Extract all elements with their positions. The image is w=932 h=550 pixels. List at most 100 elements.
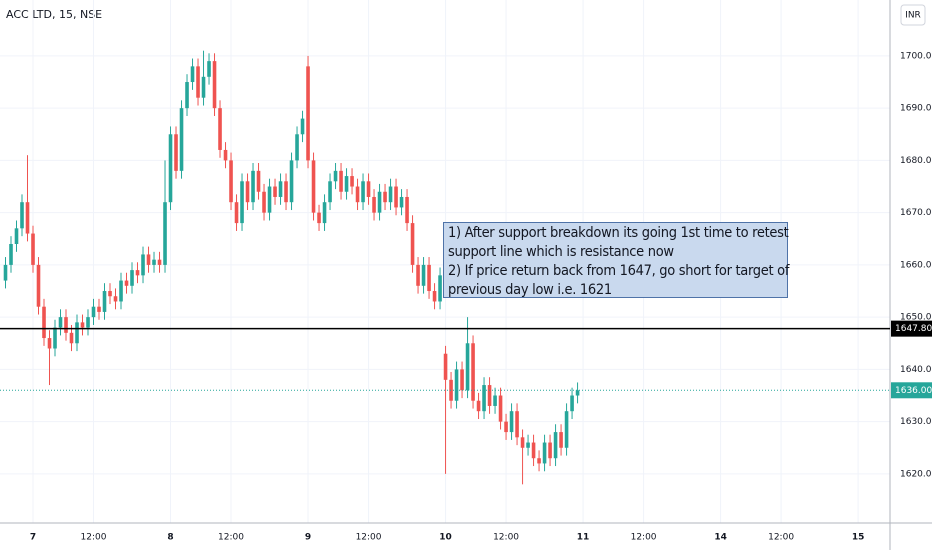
candle-body	[515, 411, 519, 438]
candle-body	[405, 196, 409, 224]
price-tag-label: 1636.00	[895, 386, 932, 396]
candle-body	[9, 243, 13, 265]
candle-body	[64, 317, 68, 333]
y-tick-label: 1640.00	[900, 365, 932, 375]
candle-body	[339, 170, 343, 192]
candle-body	[366, 181, 371, 197]
candle-body	[388, 186, 393, 203]
candle-body	[504, 421, 508, 433]
x-tick-label: 11	[577, 533, 590, 543]
x-tick-label: 10	[439, 533, 452, 543]
x-tick-label: 8	[167, 533, 173, 543]
candle-body	[157, 259, 162, 265]
annotation-box: 1) After support breakdown its going 1st…	[443, 222, 790, 298]
candle-body	[322, 202, 327, 224]
candle-body	[438, 275, 442, 302]
candle-body	[487, 385, 492, 406]
y-tick-label: 1650.00	[900, 313, 932, 323]
candle-body	[531, 442, 536, 459]
candle-body	[53, 327, 57, 349]
candle-body	[553, 432, 558, 459]
candle-body	[58, 317, 63, 328]
candle-body	[273, 186, 277, 197]
candle-body	[564, 411, 569, 448]
candle-body	[130, 270, 134, 286]
candle-body	[482, 385, 486, 412]
candle-body	[509, 411, 514, 433]
candle-body	[119, 280, 123, 302]
candle-body	[251, 170, 255, 203]
candle-body	[449, 379, 453, 401]
candle-body	[91, 306, 96, 318]
price-tag	[891, 382, 932, 399]
candle-body	[86, 317, 90, 328]
currency-label[interactable]: INR	[905, 11, 921, 21]
annotation-line: 1) After support breakdown its going 1st…	[448, 225, 789, 241]
candle-body	[97, 306, 101, 312]
candle-body	[201, 76, 206, 98]
candle-body	[537, 458, 541, 464]
candle-body	[289, 160, 294, 203]
candle-body	[31, 233, 35, 265]
candle-body	[311, 160, 316, 213]
candle-body	[284, 181, 288, 203]
annotation-line: 2) If price return back from 1647, go sh…	[448, 263, 790, 279]
candle-body	[168, 134, 173, 203]
candle-body	[108, 291, 112, 297]
candle-body	[14, 228, 19, 244]
candle-body	[372, 196, 376, 213]
currency-button[interactable]	[900, 4, 926, 26]
candle-body	[575, 390, 580, 396]
x-tick-label: 15	[852, 533, 865, 543]
price-tag	[891, 320, 932, 337]
candle-body	[493, 395, 497, 406]
x-tick-label: 9	[305, 533, 311, 543]
candle-body	[454, 369, 459, 401]
candle-body	[498, 395, 503, 422]
candle-body	[47, 338, 52, 349]
candle-body	[245, 181, 250, 203]
candle-body	[152, 259, 156, 265]
candle-body	[146, 254, 151, 265]
candle-body	[361, 181, 365, 203]
candle-body	[317, 212, 321, 224]
candle-body	[350, 176, 354, 187]
candle-body	[542, 442, 547, 464]
candle-body	[548, 442, 552, 459]
candle-body	[570, 395, 574, 412]
candle-body	[410, 223, 415, 265]
candle-body	[333, 170, 338, 182]
y-tick-label: 1690.00	[900, 104, 932, 114]
candle-body	[102, 291, 107, 312]
candle-body	[278, 181, 283, 197]
candle-body	[234, 202, 239, 224]
x-tick-label: 12:00	[768, 533, 794, 543]
x-tick-label: 12:00	[631, 533, 657, 543]
candle-body	[223, 149, 228, 161]
candle-body	[471, 343, 475, 401]
annotation-line: previous day low i.e. 1621	[448, 282, 612, 298]
candle-body	[196, 66, 200, 98]
y-tick-label: 1620.00	[900, 469, 932, 479]
x-tick-label: 12:00	[493, 533, 519, 543]
candle-body	[262, 191, 266, 213]
candle-body	[520, 437, 525, 448]
candle-body	[295, 134, 299, 161]
candle-body	[465, 343, 470, 391]
candle-body	[179, 108, 184, 171]
candle-body	[267, 186, 272, 213]
x-tick-label: 14	[714, 533, 727, 543]
candle-body	[306, 66, 310, 161]
candle-body	[256, 170, 261, 192]
candle-body	[218, 108, 222, 150]
x-tick-label: 12:00	[81, 533, 107, 543]
candle-body	[75, 322, 79, 344]
candle-body	[190, 66, 195, 83]
y-tick-label: 1680.00	[900, 156, 932, 166]
candle-body	[421, 264, 426, 286]
candle-body	[141, 254, 145, 276]
candle-body	[377, 191, 382, 213]
candle-body	[460, 369, 464, 391]
